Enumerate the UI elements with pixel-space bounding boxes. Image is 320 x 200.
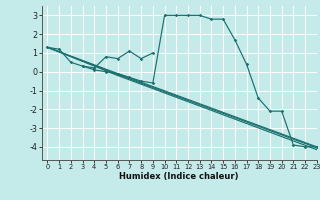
X-axis label: Humidex (Indice chaleur): Humidex (Indice chaleur) — [119, 172, 239, 181]
